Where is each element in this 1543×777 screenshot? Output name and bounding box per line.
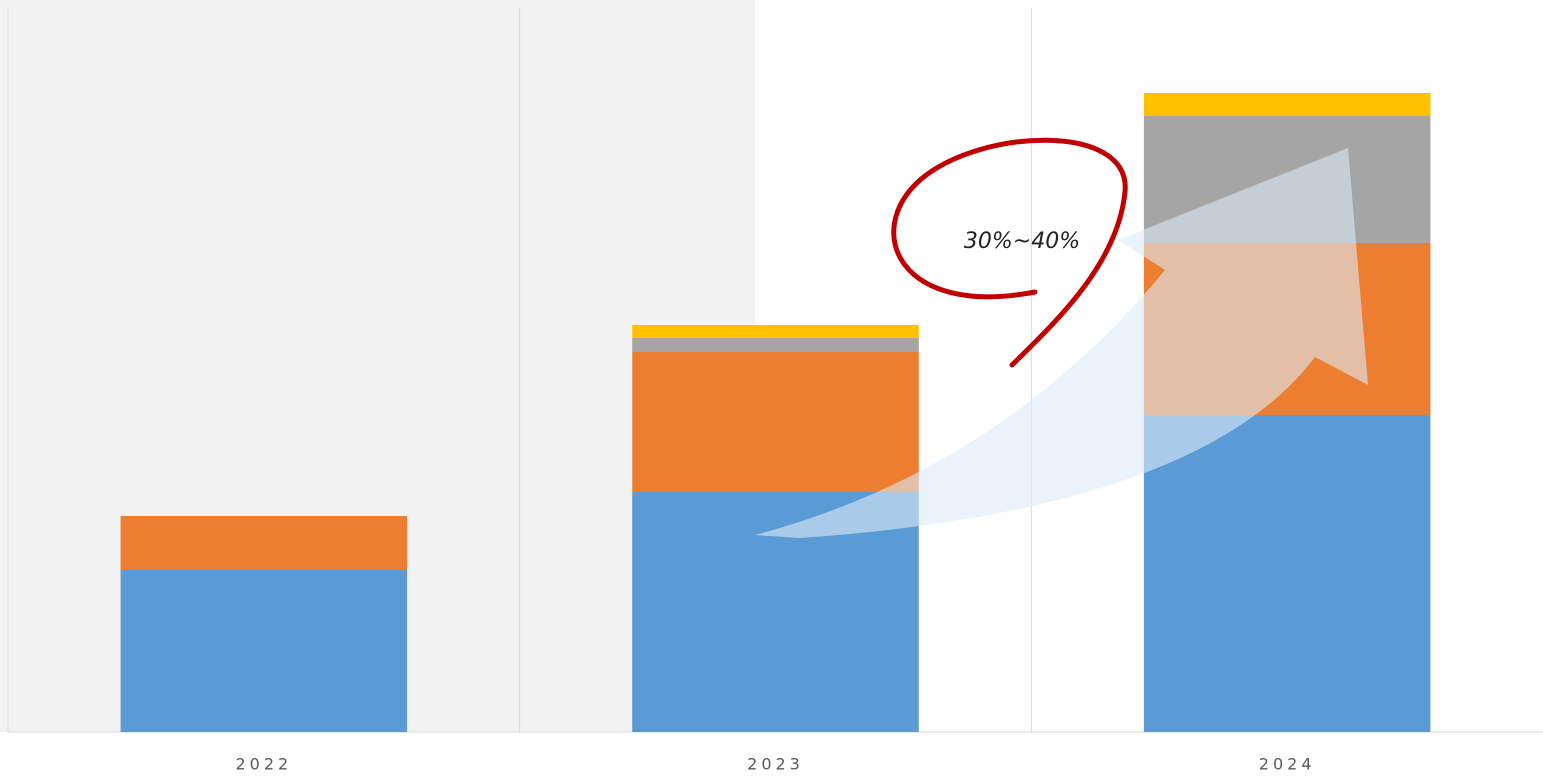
x-tick-label: 2023 (747, 755, 804, 774)
bar-segment (632, 325, 919, 338)
bar-segment (1143, 93, 1431, 116)
bar-segment (120, 570, 408, 732)
bar-segment (632, 352, 919, 492)
bar-segment (632, 338, 919, 352)
x-tick-label: 2022 (235, 755, 292, 774)
bar-segment (120, 516, 408, 570)
x-tick-label: 2024 (1259, 755, 1316, 774)
bar-segment (1143, 415, 1431, 732)
growth-arrow (755, 148, 1368, 538)
highlight-loop (891, 137, 1128, 368)
annotation: 30%~40% (964, 229, 1080, 254)
